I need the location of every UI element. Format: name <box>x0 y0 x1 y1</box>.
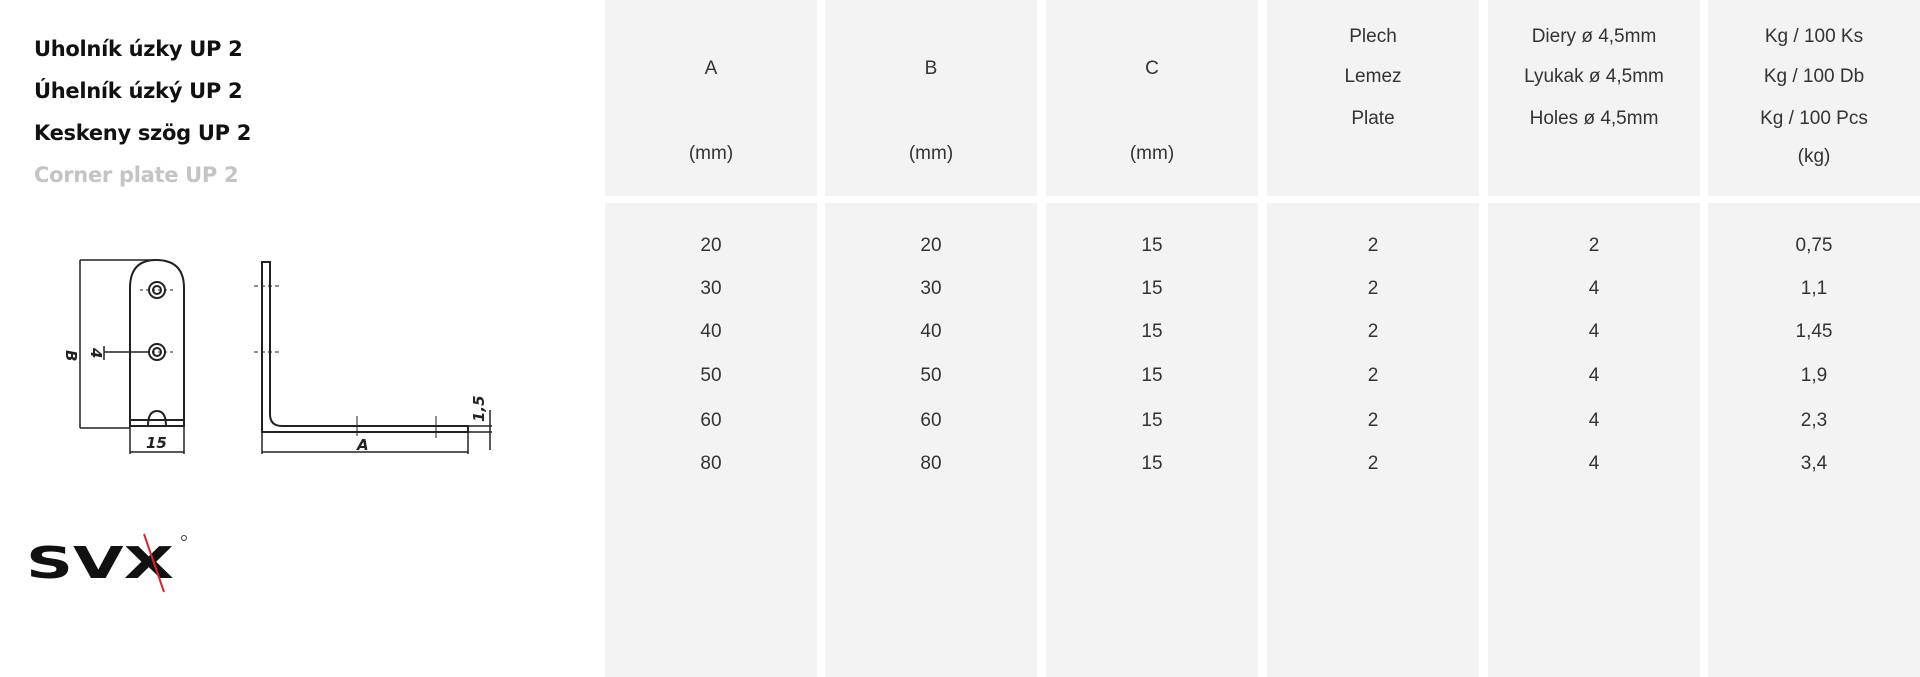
table-cell: 15 <box>1141 278 1163 299</box>
title-en: Corner plate UP 2 <box>34 163 239 187</box>
table-cell: 4 <box>1588 278 1600 299</box>
column-body: 20 30 40 50 60 80 <box>825 203 1037 677</box>
column-header: Plech Lemez Plate <box>1267 0 1479 196</box>
table-cell: 20 <box>700 235 722 256</box>
table-cell: 1,45 <box>1795 321 1833 342</box>
header-line: Holes ø 4,5mm <box>1529 108 1659 129</box>
table-cell: 4 <box>1588 365 1600 386</box>
table-cell: 80 <box>920 453 942 474</box>
header-line: A <box>704 58 718 79</box>
label-a: A <box>356 436 369 454</box>
header-line: B <box>924 58 938 79</box>
header-line: Kg / 100 Db <box>1763 66 1865 87</box>
column-header: A (mm) <box>605 0 817 196</box>
table-cell: 80 <box>700 453 722 474</box>
table-cell: 30 <box>920 278 942 299</box>
label-hole: 4 <box>87 347 105 358</box>
column-header: B (mm) <box>825 0 1037 196</box>
table-cell: 15 <box>1141 410 1163 431</box>
column-body: 15 15 15 15 15 15 <box>1046 203 1258 677</box>
header-line: Kg / 100 Pcs <box>1760 108 1868 129</box>
label-b: B <box>62 350 80 361</box>
table-cell: 2 <box>1588 235 1600 256</box>
table-cell: 3,4 <box>1800 453 1828 474</box>
logo-text: SVX <box>26 538 174 589</box>
table-cell: 50 <box>920 365 942 386</box>
header-line: Lemez <box>1344 66 1402 87</box>
table-cell: 1,1 <box>1800 278 1828 299</box>
table-cell: 1,9 <box>1800 365 1828 386</box>
svx-logo: SVX <box>26 528 196 602</box>
label-width: 15 <box>146 434 167 452</box>
table-cell: 2 <box>1367 410 1379 431</box>
header-line: Kg / 100 Ks <box>1764 26 1864 47</box>
title-hu: Keskeny szög UP 2 <box>34 121 251 145</box>
table-cell: 20 <box>920 235 942 256</box>
technical-drawing: B 4 15 A 1,5 <box>62 258 492 454</box>
registered-mark-icon <box>181 535 187 541</box>
column-header: Kg / 100 Ks Kg / 100 Db Kg / 100 Pcs (kg) <box>1708 0 1920 196</box>
column-header: C (mm) <box>1046 0 1258 196</box>
table-cell: 0,75 <box>1795 235 1833 256</box>
table-cell: 2 <box>1367 453 1379 474</box>
header-line: (mm) <box>688 143 734 164</box>
header-line: Diery ø 4,5mm <box>1531 26 1657 47</box>
table-cell: 40 <box>700 321 722 342</box>
table-cell: 4 <box>1588 453 1600 474</box>
table-cell: 2,3 <box>1800 410 1828 431</box>
table-cell: 4 <box>1588 321 1600 342</box>
header-line: (mm) <box>1129 143 1175 164</box>
label-thickness: 1,5 <box>470 395 488 422</box>
column-body: 2 4 4 4 4 4 <box>1488 203 1700 677</box>
header-line: C <box>1145 58 1159 79</box>
table-cell: 40 <box>920 321 942 342</box>
table-cell: 4 <box>1588 410 1600 431</box>
table-cell: 60 <box>700 410 722 431</box>
header-line: (mm) <box>908 143 954 164</box>
column-body: 2 2 2 2 2 2 <box>1267 203 1479 677</box>
table-cell: 2 <box>1367 235 1379 256</box>
table-cell: 2 <box>1367 278 1379 299</box>
header-line: Plech <box>1349 26 1397 47</box>
header-line: (kg) <box>1797 146 1831 167</box>
title-cz: Úhelník úzký UP 2 <box>34 79 243 103</box>
table-cell: 50 <box>700 365 722 386</box>
table-cell: 30 <box>700 278 722 299</box>
column-body: 0,75 1,1 1,45 1,9 2,3 3,4 <box>1708 203 1920 677</box>
table-cell: 15 <box>1141 321 1163 342</box>
logo-accent-slash <box>143 533 165 593</box>
table-cell: 15 <box>1141 365 1163 386</box>
product-titles: Uholník úzky UP 2 Úhelník úzký UP 2 Kesk… <box>34 28 251 196</box>
title-sk: Uholník úzky UP 2 <box>34 37 243 61</box>
table-cell: 2 <box>1367 365 1379 386</box>
table-cell: 15 <box>1141 235 1163 256</box>
table-cell: 15 <box>1141 453 1163 474</box>
column-body: 20 30 40 50 60 80 <box>605 203 817 677</box>
header-line: Plate <box>1351 108 1395 129</box>
header-line: Lyukak ø 4,5mm <box>1524 66 1664 87</box>
table-cell: 60 <box>920 410 942 431</box>
table-cell: 2 <box>1367 321 1379 342</box>
column-header: Diery ø 4,5mm Lyukak ø 4,5mm Holes ø 4,5mm <box>1488 0 1700 196</box>
